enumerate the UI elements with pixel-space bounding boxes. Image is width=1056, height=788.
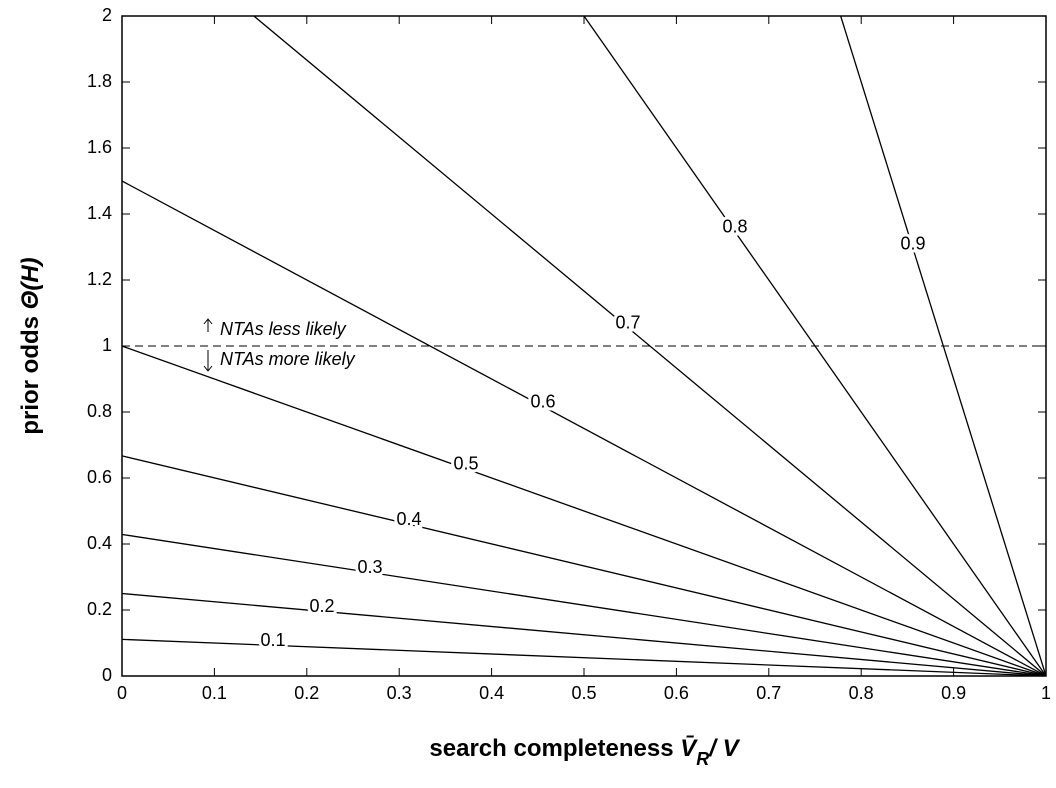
x-tick-label: 0.1 [202, 683, 227, 703]
y-tick-label: 2 [102, 5, 112, 25]
series-line [122, 533, 1046, 676]
y-tick-label: 1 [102, 335, 112, 355]
series-label: 0.7 [615, 312, 640, 332]
series-label: 0.2 [309, 596, 334, 616]
series-label: 0.8 [722, 216, 747, 236]
x-tick-label: 0 [117, 683, 127, 703]
y-tick-label: 1.4 [87, 203, 112, 223]
x-tick-label: 0.5 [571, 683, 596, 703]
series-line [122, 592, 1046, 676]
series-label: 0.9 [900, 233, 925, 253]
series-line [122, 345, 1046, 676]
x-tick-label: 0.2 [294, 683, 319, 703]
x-label-subscript: R [696, 749, 709, 769]
series-label: 0.5 [453, 454, 478, 474]
y-tick-label: 0.2 [87, 599, 112, 619]
annotation: NTAs more likely [220, 349, 356, 369]
x-label-symbol: V̄ [680, 735, 698, 762]
y-tick-label: 1.6 [87, 137, 112, 157]
x-label-text: search completeness [429, 735, 673, 762]
y-label-text: prior odds [17, 316, 44, 435]
plot-area [122, 16, 1046, 676]
x-label-rest: / V [708, 735, 740, 762]
y-tick-label: 0.4 [87, 533, 112, 553]
y-tick-label: 0 [102, 665, 112, 685]
series-line [122, 455, 1046, 676]
y-tick-label: 1.8 [87, 71, 112, 91]
y-tick-label: 0.8 [87, 401, 112, 421]
y-tick-label: 0.6 [87, 467, 112, 487]
x-tick-label: 0.8 [849, 683, 874, 703]
series-label: 0.6 [530, 391, 555, 411]
series-line [122, 180, 1046, 676]
series-line [122, 638, 1046, 676]
annotation: NTAs less likely [220, 319, 347, 339]
x-tick-label: 0.4 [479, 683, 504, 703]
x-tick-label: 0.7 [756, 683, 781, 703]
series-label: 0.3 [357, 557, 382, 577]
series-line [839, 16, 1046, 676]
x-tick-label: 0.3 [387, 683, 412, 703]
y-axis-label: prior odds Θ(H) [17, 257, 44, 434]
y-tick-label: 1.2 [87, 269, 112, 289]
arrow-down-head [203, 365, 213, 372]
x-tick-label: 1 [1041, 683, 1051, 703]
x-tick-label: 0.6 [664, 683, 689, 703]
series-line [583, 16, 1046, 676]
x-axis-label: search completeness V̄R/ V [429, 735, 740, 768]
plot-frame [121, 15, 1047, 677]
y-label-symbol: Θ(H) [17, 257, 44, 309]
series-label: 0.4 [396, 509, 421, 529]
x-tick-label: 0.9 [941, 683, 966, 703]
arrow-up-head [203, 318, 213, 325]
series-line [252, 16, 1046, 676]
series-label: 0.1 [260, 630, 285, 650]
